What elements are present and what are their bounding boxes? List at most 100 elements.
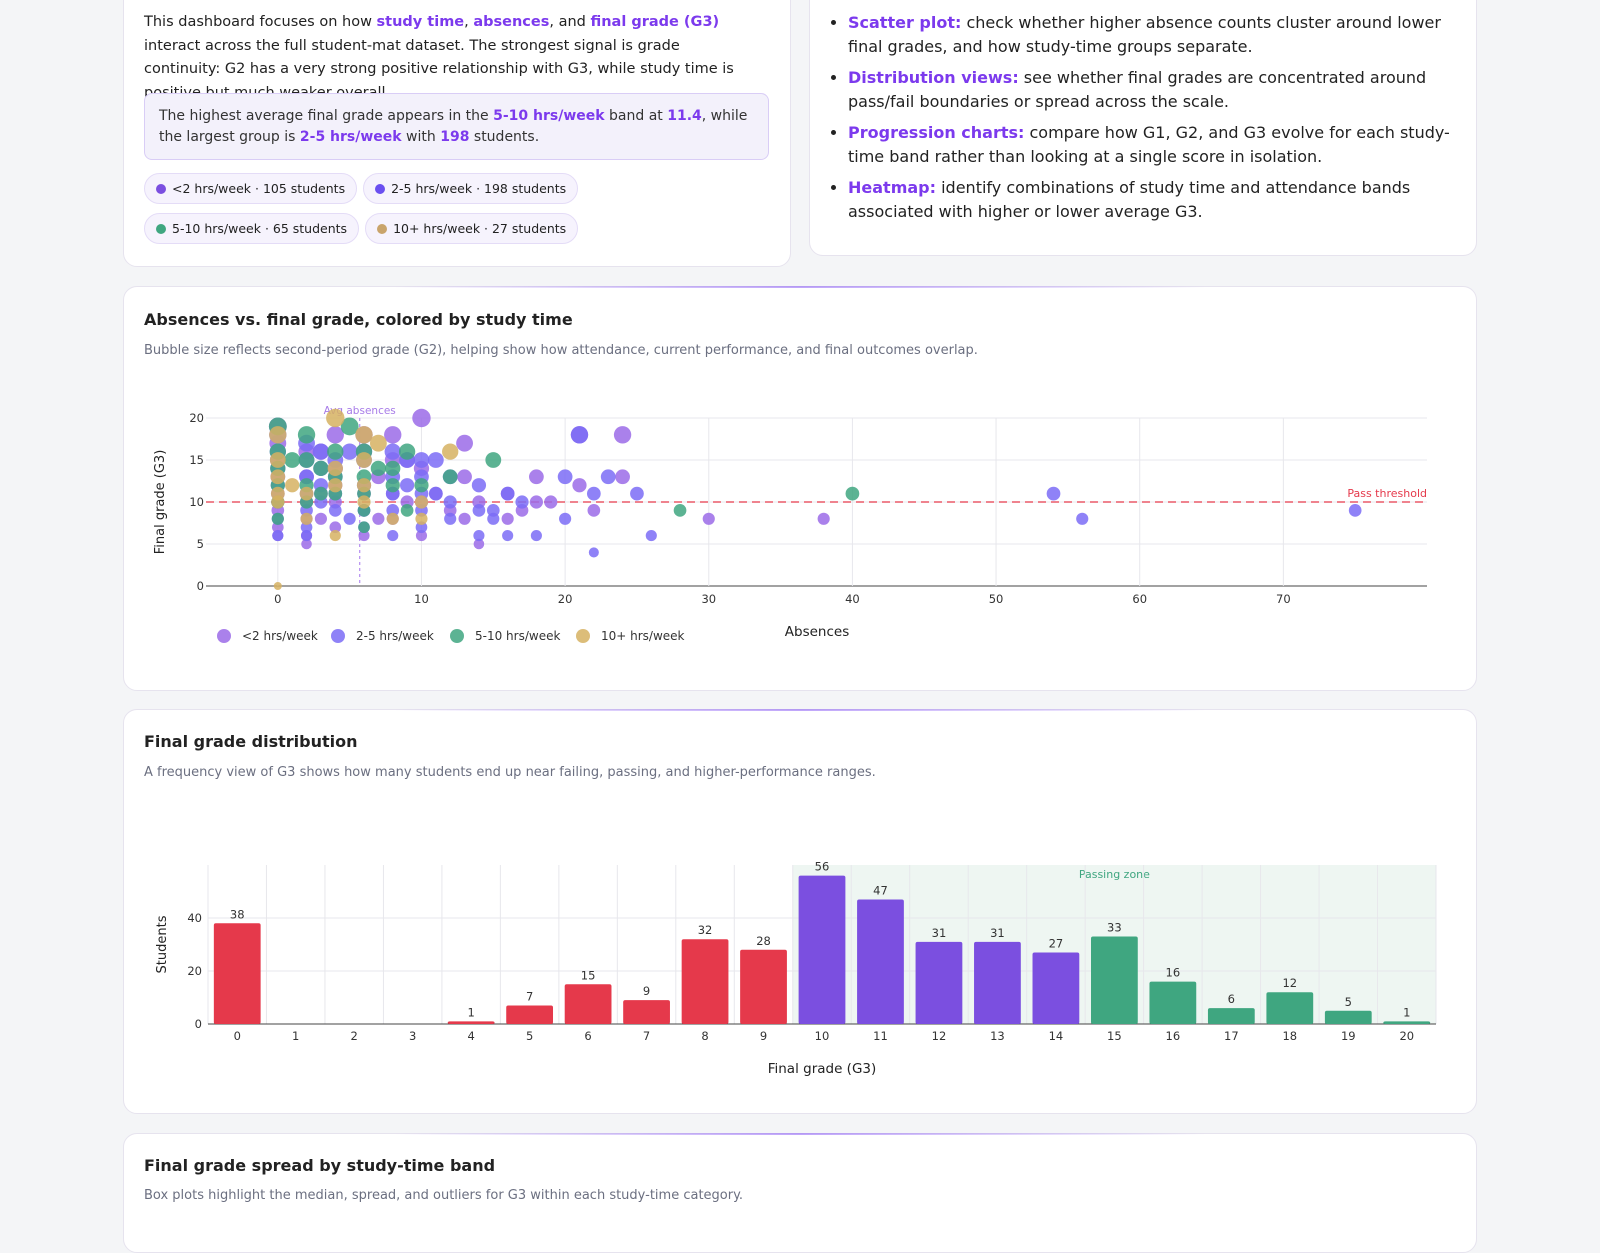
chip-2to5: 2-5 hrs/week · 198 students [363, 173, 579, 204]
x-tick-label: 13 [990, 1029, 1005, 1043]
x-tick-label: 3 [409, 1029, 416, 1043]
x-tick-label: 2 [351, 1029, 358, 1043]
callout-largest-band: 2-5 hrs/week [299, 129, 402, 145]
chip-10plus: 10+ hrs/week · 27 students [365, 213, 579, 244]
pass-threshold-label: Pass threshold [1347, 487, 1427, 500]
scatter-point-lt2 [458, 512, 471, 525]
scatter-point-5to10 [485, 452, 502, 468]
plot-guide-term: Progression charts: [848, 123, 1025, 142]
scatter-title: Absences vs. final grade, colored by stu… [144, 310, 573, 329]
scatter-point-2to5 [427, 452, 444, 468]
plot-guide-text: check whether higher absence counts clus… [848, 13, 1441, 56]
boxplot-title: Final grade spread by study-time band [144, 1156, 496, 1175]
histogram-bar [740, 949, 787, 1024]
intro-text-2: interact across the full student-mat dat… [144, 37, 734, 101]
plot-guide-term: Heatmap: [848, 178, 937, 197]
plot-guide-item: Scatter plot: check whether higher absen… [848, 11, 1458, 59]
scatter-point-10plus [357, 495, 371, 509]
x-tick-label: 15 [1107, 1029, 1122, 1043]
chip-dot [156, 183, 166, 194]
scatter-point-lt2 [384, 426, 402, 444]
x-tick-label: 10 [414, 592, 429, 606]
scatter-point-2to5 [413, 452, 430, 468]
plot-guide-text: identify combinations of study time and … [848, 178, 1411, 221]
bar-value-label: 12 [1282, 976, 1297, 990]
x-tick-label: 12 [932, 1029, 947, 1043]
scatter-point-lt2 [529, 495, 543, 509]
scatter-point-10plus [329, 530, 341, 542]
scatter-point-lt2 [457, 469, 472, 485]
x-tick-label: 20 [1399, 1029, 1414, 1043]
scatter-point-2to5 [312, 443, 330, 460]
callout-text-3: , while the largest group is [159, 108, 748, 145]
scatter-point-2to5 [515, 495, 529, 509]
scatter-point-10plus [369, 434, 387, 452]
scatter-point-2to5 [600, 469, 616, 485]
scatter-point-lt2 [817, 512, 830, 525]
scatter-point-2to5 [415, 521, 428, 534]
bar-value-label: 16 [1166, 966, 1181, 980]
histogram-bar [213, 923, 261, 1024]
scatter-point-2to5 [328, 504, 342, 517]
bar-value-label: 5 [1345, 995, 1352, 1009]
card-accent-line [394, 1133, 1206, 1135]
chip-label: 5-10 hrs/week · 65 students [172, 221, 348, 236]
scatter-point-5to10 [358, 521, 370, 534]
term-final-grade: final grade (G3) [590, 14, 720, 30]
chip-dot [156, 223, 166, 234]
histogram-subtitle: A frequency view of G3 shows how many st… [144, 765, 876, 780]
y-tick-label: 0 [197, 579, 204, 593]
scatter-point-2to5 [645, 530, 657, 542]
x-tick-label: 1 [292, 1029, 299, 1043]
passing-zone-label: Passing zone [1079, 868, 1150, 881]
x-tick-label: 30 [701, 592, 716, 606]
y-tick-label: 40 [187, 911, 202, 925]
plot-guide-item: Progression charts: compare how G1, G2, … [848, 121, 1458, 169]
scatter-point-lt2 [613, 426, 632, 444]
callout-text-2: band at [604, 108, 668, 124]
scatter-point-2to5 [1348, 504, 1362, 517]
bar-value-label: 27 [1049, 936, 1064, 950]
scatter-point-10plus [273, 582, 282, 590]
scatter-point-5to10 [398, 443, 416, 460]
histogram-bar [1383, 1021, 1431, 1024]
intro-sep-2: , and [549, 14, 591, 30]
card-accent-line [394, 709, 1206, 711]
scatter-point-5to10 [370, 460, 387, 477]
histogram-bar [974, 941, 1021, 1024]
bar-value-label: 56 [815, 860, 830, 874]
bar-value-label: 28 [756, 934, 771, 948]
x-tick-label: 17 [1224, 1029, 1239, 1043]
scatter-point-10plus [356, 452, 372, 468]
scatter-point-5to10 [340, 417, 359, 436]
legend-label: 10+ hrs/week [601, 629, 685, 643]
plot-guide-term: Scatter plot: [848, 13, 962, 32]
scatter-point-2to5 [487, 512, 500, 525]
x-tick-label: 14 [1049, 1029, 1064, 1043]
x-tick-label: 50 [989, 592, 1004, 606]
scatter-point-lt2 [529, 469, 544, 485]
scatter-point-lt2 [572, 478, 587, 493]
y-tick-label: 20 [187, 964, 202, 978]
x-tick-label: 6 [584, 1029, 591, 1043]
scatter-point-2to5 [399, 478, 415, 493]
scatter-point-2to5 [444, 512, 457, 525]
x-tick-label: 20 [558, 592, 573, 606]
scatter-point-lt2 [358, 530, 370, 542]
x-tick-label: 19 [1341, 1029, 1356, 1043]
histogram-bar [1207, 1008, 1255, 1024]
callout-text-5: students. [469, 129, 540, 145]
callout-largest-count: 198 [440, 129, 470, 145]
plot-guide-item: Distribution views: see whether final gr… [848, 66, 1458, 114]
plot-guide-text: compare how G1, G2, and G3 evolve for ea… [848, 123, 1450, 166]
intro-card: This dashboard focuses on how study time… [123, 0, 791, 267]
histogram-bar [1324, 1010, 1372, 1024]
chip-5to10: 5-10 hrs/week · 65 students [144, 213, 360, 244]
x-tick-label: 10 [815, 1029, 830, 1043]
bar-value-label: 38 [230, 907, 245, 921]
scatter-point-lt2 [702, 512, 715, 525]
histogram-bar [1090, 936, 1138, 1024]
boxplot-subtitle: Box plots highlight the median, spread, … [144, 1188, 744, 1203]
scatter-point-5to10 [414, 478, 429, 493]
bar-value-label: 31 [932, 926, 947, 940]
